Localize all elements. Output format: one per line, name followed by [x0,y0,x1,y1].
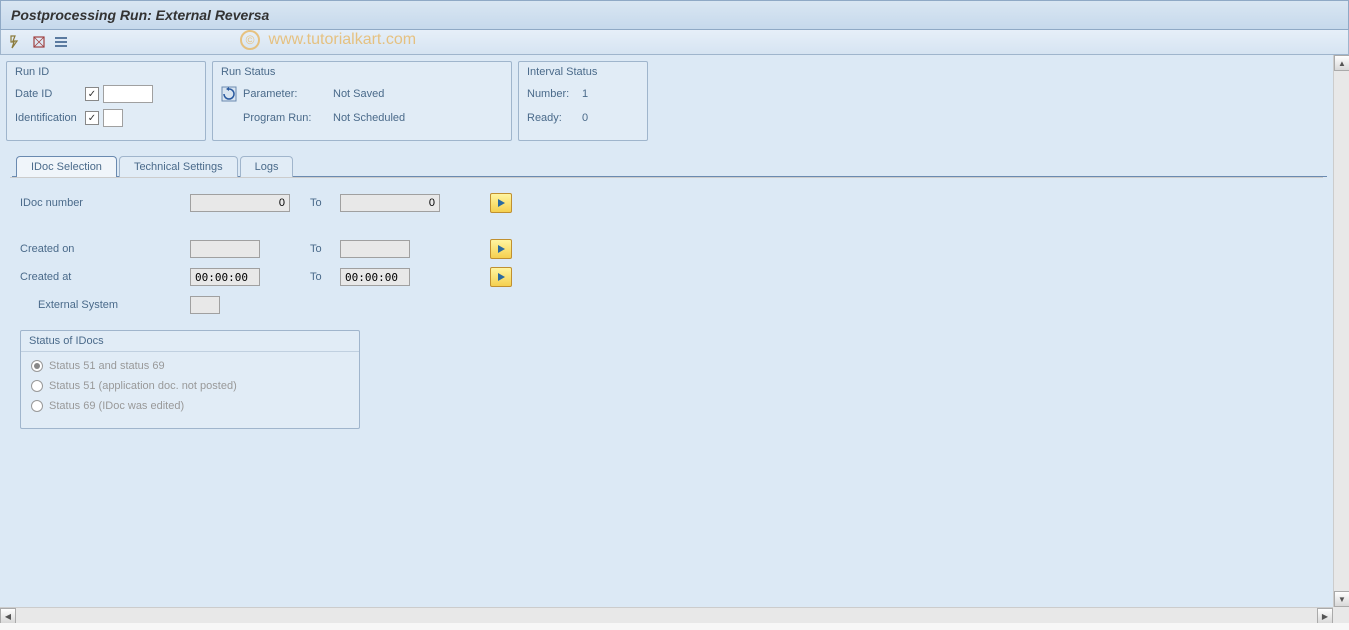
window-title-bar: Postprocessing Run: External Reversa [0,0,1349,30]
program-run-value: Not Scheduled [333,112,405,124]
program-run-row: Program Run: Not Scheduled [221,108,503,128]
parameter-row: Parameter: Not Saved [221,84,503,104]
identification-label: Identification [15,112,85,124]
created-at-multiselect-button[interactable] [490,267,512,287]
tool-icon-1[interactable] [9,34,25,50]
number-label: Number: [527,88,582,100]
tab-technical-settings[interactable]: Technical Settings [119,156,238,177]
status-option-3-row: Status 69 (IDoc was edited) [31,400,349,412]
scroll-down-arrow[interactable]: ▼ [1334,591,1349,607]
status-option-3-label: Status 69 (IDoc was edited) [49,400,184,412]
status-of-idocs-title: Status of IDocs [21,331,359,352]
status-of-idocs-body: Status 51 and status 69 Status 51 (appli… [21,352,359,428]
horizontal-scrollbar[interactable]: ◀ ▶ [0,607,1333,623]
external-system-label: External System [20,299,190,311]
program-run-label: Program Run: [243,112,333,124]
status-option-1-row: Status 51 and status 69 [31,360,349,372]
run-status-group: Run Status Parameter: Not Saved Program … [212,61,512,141]
created-at-to-label: To [310,271,340,283]
parameter-label: Parameter: [243,88,333,100]
status-option-1-radio[interactable] [31,360,43,372]
created-at-to-input[interactable] [340,268,410,286]
idoc-number-row: IDoc number To [20,192,1313,214]
created-on-row: Created on To [20,238,1313,260]
scroll-right-arrow[interactable]: ▶ [1317,608,1333,623]
created-at-from-input[interactable] [190,268,260,286]
tab-idoc-selection[interactable]: IDoc Selection [16,156,117,177]
status-of-idocs-group: Status of IDocs Status 51 and status 69 … [20,330,360,429]
created-on-multiselect-button[interactable] [490,239,512,259]
tab-content-idoc-selection: IDoc number To Created on To Created at [10,177,1323,443]
window-title: Postprocessing Run: External Reversa [11,7,269,23]
created-on-to-label: To [310,243,340,255]
external-system-input[interactable] [190,296,220,314]
idoc-number-from-input[interactable] [190,194,290,212]
scroll-corner [1333,607,1349,623]
idoc-number-multiselect-button[interactable] [490,193,512,213]
date-id-label: Date ID [15,88,85,100]
date-id-input[interactable] [103,85,153,103]
tab-logs[interactable]: Logs [240,156,294,177]
ready-row: Ready: 0 [527,108,639,128]
created-on-label: Created on [20,243,190,255]
parameter-value: Not Saved [333,88,384,100]
status-option-2-label: Status 51 (application doc. not posted) [49,380,237,392]
content-area: Run ID Date ID Identification Run Status [0,55,1349,623]
idoc-number-label: IDoc number [20,197,190,209]
status-option-2-radio[interactable] [31,380,43,392]
status-option-3-radio[interactable] [31,400,43,412]
date-id-row: Date ID [15,84,197,104]
interval-status-title: Interval Status [527,66,639,78]
spacer-icon [221,110,237,126]
identification-checkbox[interactable] [85,111,99,125]
created-at-label: Created at [20,271,190,283]
interval-status-group: Interval Status Number: 1 Ready: 0 [518,61,648,141]
run-status-title: Run Status [221,66,503,78]
status-option-1-label: Status 51 and status 69 [49,360,165,372]
identification-input[interactable] [103,109,123,127]
created-on-from-input[interactable] [190,240,260,258]
number-row: Number: 1 [527,84,639,104]
ready-label: Ready: [527,112,582,124]
scroll-left-arrow[interactable]: ◀ [0,608,16,623]
top-panels: Run ID Date ID Identification Run Status [6,61,1327,141]
idoc-number-to-input[interactable] [340,194,440,212]
created-on-to-input[interactable] [340,240,410,258]
created-at-row: Created at To [20,266,1313,288]
tab-strip: IDoc Selection Technical Settings Logs [12,155,1327,177]
refresh-icon[interactable] [221,86,237,102]
status-option-2-row: Status 51 (application doc. not posted) [31,380,349,392]
date-id-checkbox[interactable] [85,87,99,101]
vertical-scrollbar[interactable]: ▲ ▼ [1333,55,1349,607]
tool-icon-2[interactable] [31,34,47,50]
toolbar [0,30,1349,55]
run-id-title: Run ID [15,66,197,78]
run-id-group: Run ID Date ID Identification [6,61,206,141]
tool-icon-3[interactable] [53,34,69,50]
scroll-up-arrow[interactable]: ▲ [1334,55,1349,71]
ready-value: 0 [582,112,588,124]
number-value: 1 [582,88,588,100]
sap-window: © www.tutorialkart.com Postprocessing Ru… [0,0,1349,630]
scroll-content: Run ID Date ID Identification Run Status [0,55,1333,607]
identification-row: Identification [15,108,197,128]
external-system-row: External System [20,294,1313,316]
idoc-number-to-label: To [310,197,340,209]
